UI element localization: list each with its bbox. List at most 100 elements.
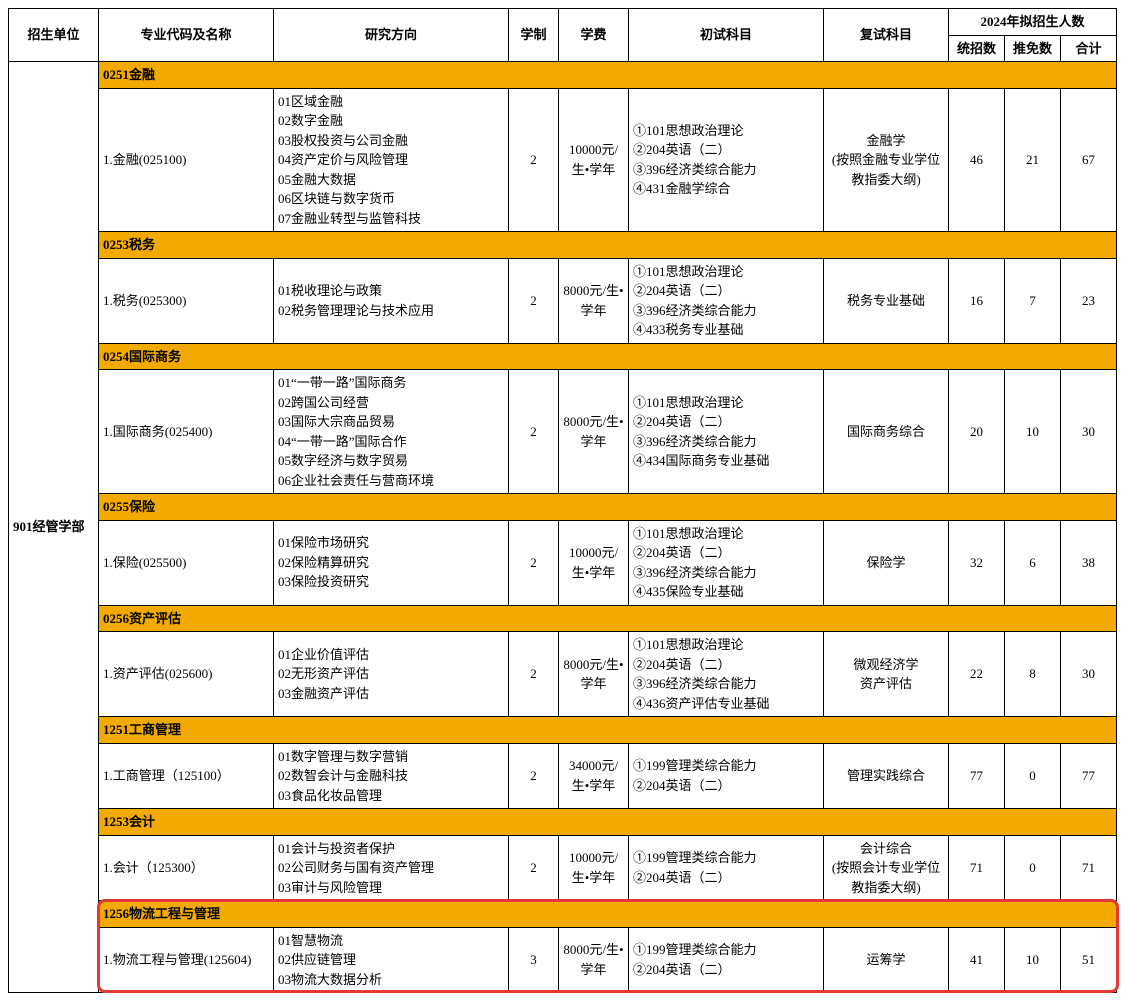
cell-length: 3 [509, 927, 559, 993]
cell-n3: 30 [1061, 370, 1117, 494]
cell-n1: 22 [949, 632, 1005, 717]
table-row: 1.税务(025300)01税收理论与政策02税务管理理论与技术应用28000元… [9, 258, 1117, 343]
cell-fee: 8000元/生•学年 [559, 927, 629, 993]
table-row: 1.保险(025500)01保险市场研究02保险精算研究03保险投资研究2100… [9, 520, 1117, 605]
cell-fee: 8000元/生•学年 [559, 258, 629, 343]
cell-major: 1.国际商务(025400) [99, 370, 274, 494]
table-row: 1.金融(025100)01区域金融02数字金融03股权投资与公司金融04资产定… [9, 88, 1117, 232]
table-body: 901经管学部0251金融1.金融(025100)01区域金融02数字金融03股… [9, 62, 1117, 993]
th-n1: 统招数 [949, 35, 1005, 62]
cell-exam1: ①101思想政治理论②204英语（二）③396经济类综合能力④435保险专业基础 [629, 520, 824, 605]
cell-fee: 34000元/生•学年 [559, 743, 629, 809]
cell-exam1: ①101思想政治理论②204英语（二）③396经济类综合能力④433税务专业基础 [629, 258, 824, 343]
section-code: 0254国际商务 [99, 343, 1117, 370]
table-row: 1.资产评估(025600)01企业价值评估02无形资产评估03金融资产评估28… [9, 632, 1117, 717]
cell-exam2: 会计综合(按照会计专业学位教指委大纲) [824, 835, 949, 901]
cell-fee: 10000元/生•学年 [559, 835, 629, 901]
cell-fee: 10000元/生•学年 [559, 88, 629, 232]
cell-exam2: 运筹学 [824, 927, 949, 993]
cell-n1: 20 [949, 370, 1005, 494]
admissions-table: 招生单位 专业代码及名称 研究方向 学制 学费 初试科目 复试科目 2024年拟… [8, 8, 1117, 993]
section-code: 0255保险 [99, 494, 1117, 521]
table-row: 1.物流工程与管理(125604)01智慧物流02供应链管理03物流大数据分析3… [9, 927, 1117, 993]
cell-n2: 10 [1005, 927, 1061, 993]
cell-length: 2 [509, 520, 559, 605]
cell-major: 1.资产评估(025600) [99, 632, 274, 717]
cell-n2: 0 [1005, 835, 1061, 901]
cell-n2: 10 [1005, 370, 1061, 494]
cell-n2: 21 [1005, 88, 1061, 232]
cell-direction: 01智慧物流02供应链管理03物流大数据分析 [274, 927, 509, 993]
cell-direction: 01数字管理与数字营销02数智会计与金融科技03食品化妆品管理 [274, 743, 509, 809]
cell-fee: 10000元/生•学年 [559, 520, 629, 605]
cell-major: 1.工商管理（125100） [99, 743, 274, 809]
cell-exam2: 金融学(按照金融专业学位教指委大纲) [824, 88, 949, 232]
section-code: 0253税务 [99, 232, 1117, 259]
cell-fee: 8000元/生•学年 [559, 632, 629, 717]
cell-direction: 01区域金融02数字金融03股权投资与公司金融04资产定价与风险管理05金融大数… [274, 88, 509, 232]
cell-exam1: ①101思想政治理论②204英语（二）③396经济类综合能力④431金融学综合 [629, 88, 824, 232]
cell-exam2: 微观经济学资产评估 [824, 632, 949, 717]
table-header: 招生单位 专业代码及名称 研究方向 学制 学费 初试科目 复试科目 2024年拟… [9, 9, 1117, 62]
section-code: 1251工商管理 [99, 717, 1117, 744]
cell-n3: 30 [1061, 632, 1117, 717]
cell-exam2: 税务专业基础 [824, 258, 949, 343]
cell-n1: 71 [949, 835, 1005, 901]
th-n2: 推免数 [1005, 35, 1061, 62]
cell-exam1: ①101思想政治理论②204英语（二）③396经济类综合能力④436资产评估专业… [629, 632, 824, 717]
cell-n1: 46 [949, 88, 1005, 232]
cell-major: 1.金融(025100) [99, 88, 274, 232]
cell-direction: 01“一带一路”国际商务02跨国公司经营03国际大宗商品贸易04“一带一路”国际… [274, 370, 509, 494]
cell-fee: 8000元/生•学年 [559, 370, 629, 494]
th-exam1: 初试科目 [629, 9, 824, 62]
cell-exam1: ①101思想政治理论②204英语（二）③396经济类综合能力④434国际商务专业… [629, 370, 824, 494]
cell-exam2: 国际商务综合 [824, 370, 949, 494]
cell-n3: 38 [1061, 520, 1117, 605]
cell-major: 1.税务(025300) [99, 258, 274, 343]
cell-n1: 32 [949, 520, 1005, 605]
cell-n2: 6 [1005, 520, 1061, 605]
th-exam2: 复试科目 [824, 9, 949, 62]
section-code: 1256物流工程与管理 [99, 901, 1117, 928]
cell-n2: 8 [1005, 632, 1061, 717]
th-length: 学制 [509, 9, 559, 62]
cell-exam1: ①199管理类综合能力②204英语（二） [629, 743, 824, 809]
cell-length: 2 [509, 88, 559, 232]
cell-exam1: ①199管理类综合能力②204英语（二） [629, 835, 824, 901]
cell-direction: 01税收理论与政策02税务管理理论与技术应用 [274, 258, 509, 343]
th-fee: 学费 [559, 9, 629, 62]
cell-n2: 0 [1005, 743, 1061, 809]
table-row: 1.会计（125300）01会计与投资者保护02公司财务与国有资产管理03审计与… [9, 835, 1117, 901]
cell-n3: 67 [1061, 88, 1117, 232]
th-direction: 研究方向 [274, 9, 509, 62]
th-n3: 合计 [1061, 35, 1117, 62]
cell-n1: 41 [949, 927, 1005, 993]
cell-major: 1.会计（125300） [99, 835, 274, 901]
cell-length: 2 [509, 258, 559, 343]
cell-direction: 01企业价值评估02无形资产评估03金融资产评估 [274, 632, 509, 717]
cell-direction: 01保险市场研究02保险精算研究03保险投资研究 [274, 520, 509, 605]
section-code: 0251金融 [99, 62, 1117, 89]
unit-cell: 901经管学部 [9, 62, 99, 993]
table-row: 1.国际商务(025400)01“一带一路”国际商务02跨国公司经营03国际大宗… [9, 370, 1117, 494]
cell-n3: 71 [1061, 835, 1117, 901]
cell-n1: 77 [949, 743, 1005, 809]
th-unit: 招生单位 [9, 9, 99, 62]
admissions-table-wrap: 招生单位 专业代码及名称 研究方向 学制 学费 初试科目 复试科目 2024年拟… [8, 8, 1116, 993]
cell-exam2: 保险学 [824, 520, 949, 605]
table-row: 1.工商管理（125100）01数字管理与数字营销02数智会计与金融科技03食品… [9, 743, 1117, 809]
cell-length: 2 [509, 743, 559, 809]
cell-exam1: ①199管理类综合能力②204英语（二） [629, 927, 824, 993]
cell-major: 1.保险(025500) [99, 520, 274, 605]
section-code: 1253会计 [99, 809, 1117, 836]
th-major: 专业代码及名称 [99, 9, 274, 62]
cell-n3: 23 [1061, 258, 1117, 343]
section-code: 0256资产评估 [99, 605, 1117, 632]
cell-n1: 16 [949, 258, 1005, 343]
cell-major: 1.物流工程与管理(125604) [99, 927, 274, 993]
cell-direction: 01会计与投资者保护02公司财务与国有资产管理03审计与风险管理 [274, 835, 509, 901]
cell-n3: 51 [1061, 927, 1117, 993]
cell-length: 2 [509, 632, 559, 717]
cell-exam2: 管理实践综合 [824, 743, 949, 809]
th-year-group: 2024年拟招生人数 [949, 9, 1117, 36]
